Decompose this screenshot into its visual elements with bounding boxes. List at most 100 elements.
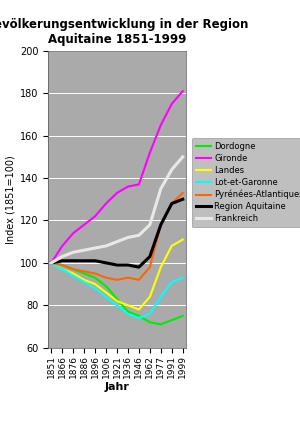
Region Aquitaine	[82, 258, 86, 263]
Dordogne	[50, 260, 53, 265]
Landes	[50, 260, 53, 265]
Lot-et-Garonne	[93, 286, 97, 291]
Dordogne	[137, 313, 141, 318]
Lot-et-Garonne	[126, 311, 130, 316]
Gironde	[93, 214, 97, 219]
Landes	[159, 265, 163, 270]
Gironde	[148, 150, 152, 155]
Line: Dordogne: Dordogne	[51, 263, 183, 324]
Lot-et-Garonne	[60, 267, 64, 272]
Line: Region Aquitaine: Region Aquitaine	[51, 199, 183, 267]
Line: Pyrénées-Atlantiques: Pyrénées-Atlantiques	[51, 193, 183, 280]
Region Aquitaine	[93, 258, 97, 263]
Region Aquitaine	[148, 254, 152, 259]
Landes	[82, 277, 86, 282]
Landes	[60, 267, 64, 272]
Gironde	[181, 89, 184, 94]
Region Aquitaine	[50, 260, 53, 265]
Gironde	[170, 101, 174, 106]
X-axis label: Jahr: Jahr	[105, 382, 129, 393]
Frankreich	[82, 248, 86, 253]
Dordogne	[148, 320, 152, 325]
Landes	[93, 282, 97, 287]
Pyrénées-Atlantiques	[126, 275, 130, 280]
Y-axis label: Index (1851=100): Index (1851=100)	[6, 155, 16, 244]
Pyrénées-Atlantiques	[170, 201, 174, 206]
Gironde	[104, 201, 108, 206]
Frankreich	[60, 254, 64, 259]
Gironde	[126, 184, 130, 189]
Gironde	[159, 123, 163, 128]
Pyrénées-Atlantiques	[181, 190, 184, 195]
Lot-et-Garonne	[82, 279, 86, 285]
Pyrénées-Atlantiques	[137, 277, 141, 282]
Frankreich	[50, 260, 53, 265]
Pyrénées-Atlantiques	[115, 277, 119, 282]
Lot-et-Garonne	[137, 315, 141, 321]
Region Aquitaine	[60, 258, 64, 263]
Pyrénées-Atlantiques	[50, 260, 53, 265]
Region Aquitaine	[104, 260, 108, 265]
Title: Bevölkerungsentwicklung in der Region
Aquitaine 1851-1999: Bevölkerungsentwicklung in der Region Aq…	[0, 17, 249, 45]
Line: Gironde: Gironde	[51, 91, 183, 263]
Lot-et-Garonne	[50, 260, 53, 265]
Landes	[181, 237, 184, 242]
Line: Landes: Landes	[51, 240, 183, 310]
Frankreich	[115, 239, 119, 244]
Frankreich	[93, 245, 97, 251]
Pyrénées-Atlantiques	[159, 222, 163, 227]
Frankreich	[159, 186, 163, 191]
Dordogne	[93, 275, 97, 280]
Dordogne	[115, 296, 119, 301]
Region Aquitaine	[159, 222, 163, 227]
Landes	[71, 271, 75, 276]
Frankreich	[181, 154, 184, 159]
Line: Lot-et-Garonne: Lot-et-Garonne	[51, 263, 183, 318]
Gironde	[71, 231, 75, 236]
Lot-et-Garonne	[148, 311, 152, 316]
Pyrénées-Atlantiques	[104, 275, 108, 280]
Pyrénées-Atlantiques	[148, 265, 152, 270]
Gironde	[115, 190, 119, 195]
Lot-et-Garonne	[159, 294, 163, 299]
Landes	[126, 303, 130, 308]
Landes	[104, 290, 108, 295]
Dordogne	[181, 313, 184, 318]
Landes	[137, 307, 141, 312]
Frankreich	[104, 243, 108, 248]
Dordogne	[71, 267, 75, 272]
Gironde	[50, 260, 53, 265]
Dordogne	[159, 322, 163, 327]
Gironde	[82, 222, 86, 227]
Legend: Dordogne, Gironde, Landes, Lot-et-Garonne, Pyrénées-Atlantiques, Region Aquitain: Dordogne, Gironde, Landes, Lot-et-Garonn…	[191, 138, 300, 228]
Dordogne	[104, 284, 108, 289]
Region Aquitaine	[181, 197, 184, 202]
Dordogne	[170, 318, 174, 323]
Gironde	[137, 182, 141, 187]
Dordogne	[82, 271, 86, 276]
Pyrénées-Atlantiques	[60, 262, 64, 268]
Lot-et-Garonne	[115, 303, 119, 308]
Gironde	[60, 243, 64, 248]
Line: Frankreich: Frankreich	[51, 157, 183, 263]
Lot-et-Garonne	[71, 273, 75, 278]
Region Aquitaine	[170, 201, 174, 206]
Frankreich	[137, 233, 141, 238]
Frankreich	[126, 235, 130, 240]
Lot-et-Garonne	[181, 275, 184, 280]
Pyrénées-Atlantiques	[82, 269, 86, 274]
Region Aquitaine	[126, 262, 130, 268]
Pyrénées-Atlantiques	[71, 267, 75, 272]
Lot-et-Garonne	[104, 294, 108, 299]
Region Aquitaine	[71, 258, 75, 263]
Region Aquitaine	[137, 265, 141, 270]
Frankreich	[170, 167, 174, 172]
Pyrénées-Atlantiques	[93, 271, 97, 276]
Frankreich	[71, 250, 75, 255]
Frankreich	[148, 222, 152, 227]
Region Aquitaine	[115, 262, 119, 268]
Landes	[170, 243, 174, 248]
Lot-et-Garonne	[170, 279, 174, 285]
Dordogne	[126, 309, 130, 314]
Dordogne	[60, 262, 64, 268]
